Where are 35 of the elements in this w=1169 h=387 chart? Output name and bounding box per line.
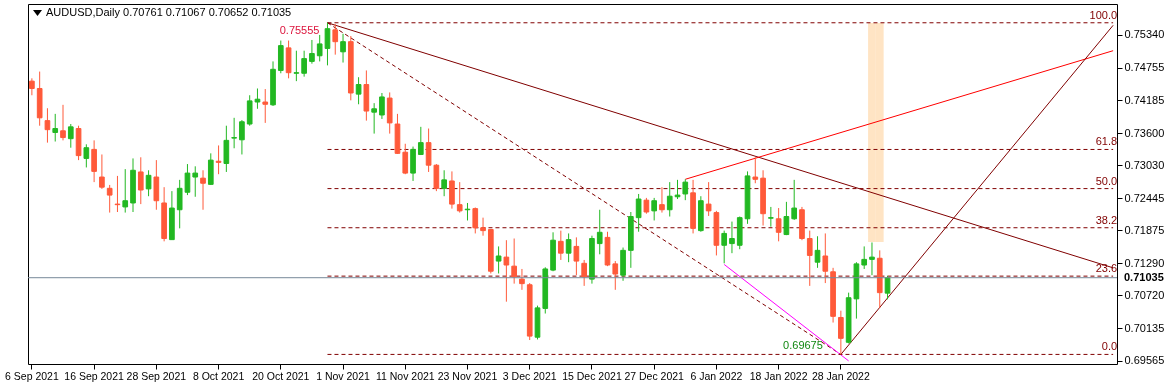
- series-label: 0.0: [1101, 340, 1118, 353]
- x-tick-label: 6 Jan 2022: [690, 369, 743, 382]
- x-tick-label: 11 Nov 2021: [375, 369, 435, 382]
- chart-title: AUDUSD,Daily 0.70761 0.71067 0.70652 0.71035: [46, 6, 292, 18]
- y-tick-label: 0.73030: [1124, 158, 1165, 171]
- y-tick-label: 0.72445: [1124, 191, 1165, 204]
- series-label: 61.8: [1095, 135, 1118, 148]
- annotation: 0.75555: [279, 23, 320, 36]
- y-tick-label: 0.74755: [1124, 61, 1165, 74]
- x-tick-label: 8 Oct 2021: [192, 369, 245, 382]
- series-label: 23.6: [1095, 262, 1118, 275]
- annotation: 0.69675: [783, 339, 823, 352]
- x-tick-label: 16 Sep 2021: [64, 369, 125, 382]
- x-tick-label: 15 Dec 2021: [562, 369, 622, 382]
- y-tick-label: 0.75340: [1124, 28, 1165, 41]
- y-tick-label: 0.71290: [1124, 256, 1165, 269]
- x-tick-label: 20 Oct 2021: [252, 369, 310, 382]
- x-tick-label: 1 Nov 2021: [316, 369, 371, 382]
- y-tick-label: 0.70720: [1124, 288, 1165, 301]
- series-label: 100.0: [1089, 8, 1118, 21]
- y-tick-label: 0.69565: [1124, 354, 1165, 367]
- x-tick-label: 28 Sep 2021: [126, 369, 187, 382]
- series-label: 50.0: [1095, 174, 1118, 187]
- x-tick-label: 6 Sep 2021: [5, 369, 59, 382]
- x-tick-label: 28 Jan 2022: [811, 369, 870, 382]
- x-tick-label: 3 Dec 2021: [502, 369, 557, 382]
- series-label: 38.2: [1095, 213, 1118, 226]
- y-tick-label: 0.74185: [1124, 93, 1165, 106]
- ref-line-label: 0.71035: [1124, 270, 1164, 283]
- x-tick-label: 18 Jan 2022: [749, 369, 808, 382]
- y-tick-label: 0.70135: [1124, 321, 1165, 334]
- y-tick-label: 0.73600: [1124, 126, 1165, 139]
- y-tick-label: 0.71875: [1124, 223, 1165, 236]
- x-tick-label: 23 Nov 2021: [437, 369, 498, 382]
- x-tick-label: 27 Dec 2021: [624, 369, 685, 382]
